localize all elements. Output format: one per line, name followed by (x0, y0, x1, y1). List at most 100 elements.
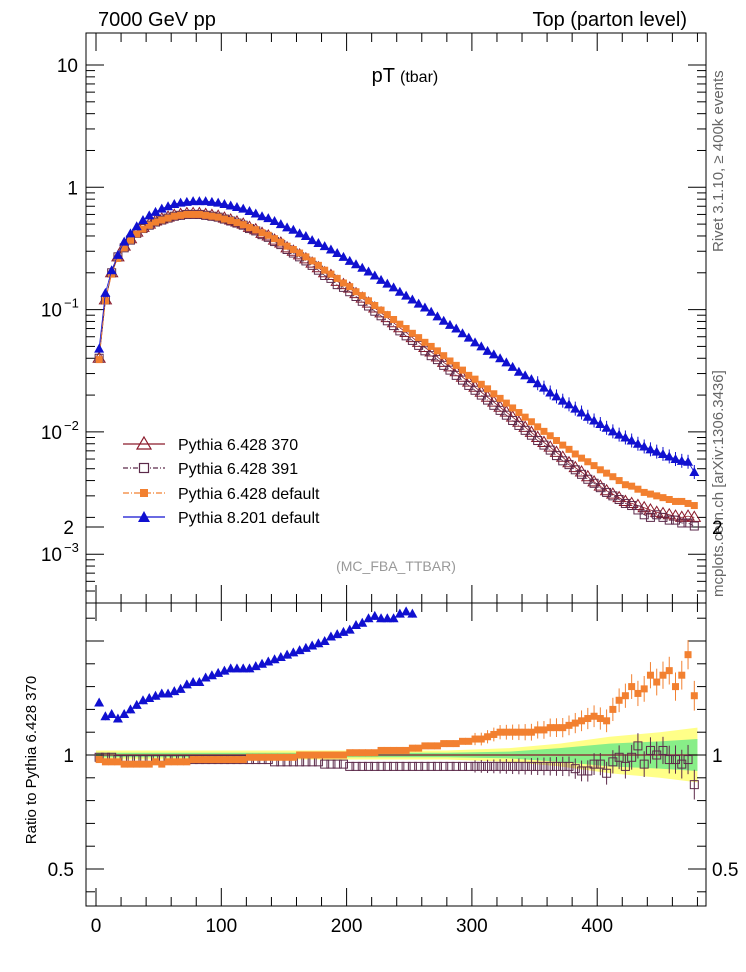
data-point (533, 436, 543, 446)
data-point (590, 462, 598, 470)
data-point (339, 279, 347, 287)
ratio-data-point (664, 755, 674, 765)
ratio-series-1 (95, 640, 698, 768)
ratio-data-point (614, 752, 624, 762)
data-point (177, 211, 185, 219)
data-point (615, 477, 623, 485)
data-point (238, 203, 249, 213)
data-point (319, 241, 330, 251)
ratio-data-point (370, 761, 380, 771)
ratio-data-point (471, 735, 479, 743)
ratio-data-point (653, 678, 661, 686)
y-tick-exponent: −1 (64, 296, 79, 311)
ratio-data-point (583, 766, 593, 776)
ratio-data-point (671, 755, 681, 765)
ratio-data-point (459, 737, 467, 745)
ratio-data-point (350, 620, 361, 630)
ratio-data-point (489, 761, 499, 771)
data-point (445, 365, 455, 375)
x-tick-label: 200 (331, 916, 363, 937)
ratio-data-point (202, 756, 210, 764)
data-point (125, 228, 136, 238)
ratio-data-point (609, 705, 617, 713)
data-point (651, 446, 662, 456)
data-point (133, 230, 141, 238)
data-point (672, 497, 680, 505)
data-point (388, 282, 399, 292)
ratio-data-point (470, 761, 480, 771)
legend-label-p6-default: Pythia 6.428 default (178, 486, 320, 503)
ratio-data-point (645, 745, 655, 755)
ratio-data-point (164, 758, 172, 766)
ratio-data-point (225, 663, 236, 673)
data-point (252, 226, 260, 234)
data-point (624, 496, 639, 508)
data-point (415, 334, 423, 342)
data-point (678, 497, 686, 505)
ratio-data-point (326, 759, 336, 769)
ratio-data-point (426, 761, 436, 771)
ratio-data-point (526, 761, 536, 771)
ratio-data-point (382, 761, 392, 771)
ratio-data-point (683, 755, 693, 765)
header-right-label: Top (parton level) (532, 9, 687, 31)
data-point (502, 399, 510, 407)
ratio-data-point (407, 608, 418, 618)
ratio-data-point (465, 737, 473, 745)
ratio-data-point (672, 683, 680, 691)
data-point (188, 196, 199, 206)
ratio-data-point (252, 753, 260, 761)
ratio-data-point (414, 761, 424, 771)
ratio-data-point (608, 757, 618, 767)
ratio-data-point (476, 761, 486, 771)
data-point (689, 467, 700, 477)
data-point (595, 419, 606, 429)
data-point (659, 494, 667, 502)
data-point (574, 465, 589, 477)
y-tick-label: 10 (41, 423, 62, 444)
legend-entry-p6-default: Pythia 6.428 default (123, 486, 320, 503)
data-point (164, 214, 172, 222)
data-point (527, 418, 535, 426)
data-point (538, 382, 549, 392)
data-point (346, 283, 354, 291)
data-point (646, 490, 654, 498)
data-point (344, 255, 355, 265)
data-point (371, 302, 379, 310)
ratio-data-point (376, 613, 387, 623)
ratio-data-point (170, 758, 178, 766)
data-point (144, 210, 155, 220)
data-point (401, 290, 412, 300)
ratio-data-point (365, 749, 373, 757)
ratio-data-point (427, 742, 435, 750)
data-point (264, 231, 272, 239)
data-point (332, 248, 343, 258)
data-point (433, 347, 441, 355)
ratio-data-point (540, 726, 548, 734)
data-point (408, 329, 416, 337)
ratio-data-point (231, 663, 242, 673)
data-point (643, 502, 658, 515)
data-point (640, 488, 648, 496)
data-point (670, 454, 681, 464)
ratio-series-2 (94, 606, 418, 723)
ratio-data-point (445, 761, 455, 771)
data-point (649, 505, 664, 517)
data-point (119, 236, 130, 246)
ratio-data-point (508, 761, 518, 771)
ratio-data-point (239, 756, 247, 764)
ratio-data-point (275, 651, 286, 661)
data-point (532, 378, 543, 388)
data-point (439, 360, 449, 370)
ratio-data-point (420, 761, 430, 771)
data-point (307, 235, 318, 245)
ratio-data-point (509, 728, 517, 736)
filled-triangle-marker-icon (138, 511, 150, 522)
data-point (358, 292, 366, 300)
ratio-data-point (177, 758, 185, 766)
legend-entry-p8-default: Pythia 8.201 default (123, 510, 320, 527)
data-point (609, 473, 617, 481)
ratio-data-point (595, 759, 605, 769)
ratio-data-point (108, 758, 116, 766)
ratio-data-point (658, 745, 668, 755)
